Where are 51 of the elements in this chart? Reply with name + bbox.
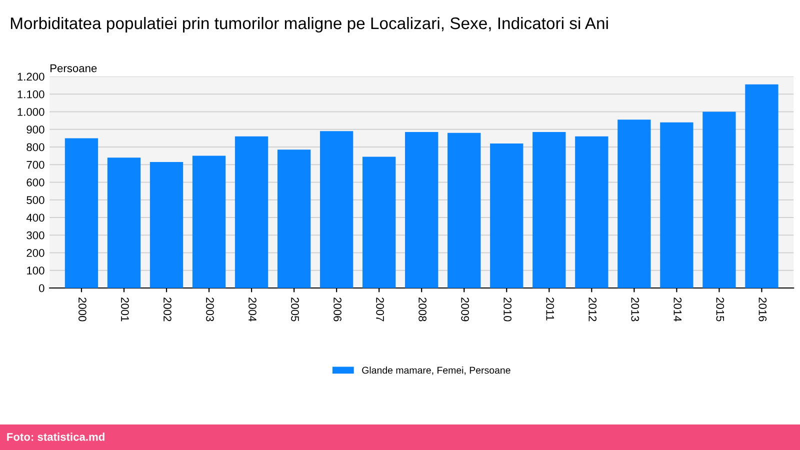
- y-tick-label: 1.100: [18, 90, 44, 98]
- y-tick-label: 500: [26, 196, 44, 204]
- bar: [192, 156, 226, 288]
- chart-title: Morbiditatea populatiei prin tumorilor maligne pe Localizari, Sexe, Indicatori si Ani: [10, 16, 608, 33]
- bar: [64, 138, 98, 288]
- bar: [702, 112, 736, 288]
- bar: [320, 131, 354, 288]
- x-tick-label: 2010: [504, 298, 512, 322]
- y-tick-label: 600: [26, 178, 44, 186]
- bar: [745, 84, 778, 288]
- y-tick-label: 300: [26, 231, 44, 240]
- bar: [660, 122, 694, 288]
- x-tick-label: 2007: [376, 298, 384, 322]
- bar: [107, 158, 141, 288]
- legend-label: Glande mamare, Femei, Persoane: [362, 366, 510, 375]
- x-tick-label: 2005: [291, 298, 299, 322]
- y-tick-label: 1.000: [18, 108, 44, 116]
- y-tick-label: 1.200: [18, 72, 44, 81]
- text: Foto: statistica.md: [7, 432, 104, 441]
- x-tick-label: 2009: [461, 298, 469, 322]
- x-tick-label: 2000: [78, 298, 86, 322]
- x-tick-label: 2016: [758, 298, 767, 322]
- x-tick-label: 2008: [418, 298, 426, 322]
- y-tick-label: 700: [26, 160, 44, 169]
- bar: [362, 156, 396, 288]
- x-tick-label: 2003: [206, 298, 214, 322]
- y-tick-label: 800: [26, 143, 44, 152]
- bar: [575, 136, 608, 288]
- x-tick-label: 2015: [716, 298, 724, 322]
- bar: [405, 132, 438, 288]
- x-tick-label: 2004: [248, 298, 256, 322]
- x-tick-label: 2011: [546, 298, 554, 320]
- bar: [234, 136, 268, 288]
- bar: [490, 143, 524, 288]
- bar: [532, 132, 566, 288]
- x-tick-label: 2013: [631, 298, 640, 322]
- y-axis-title: Persoane: [50, 64, 97, 72]
- y-tick-label: 900: [26, 126, 44, 134]
- y-tick-label: 400: [26, 214, 44, 222]
- bar: [150, 162, 184, 288]
- bar: [277, 150, 311, 288]
- bar: [448, 132, 481, 288]
- y-tick-label: 0: [38, 284, 44, 292]
- x-tick-label: 2012: [588, 298, 597, 322]
- y-tick-label: 200: [26, 249, 44, 257]
- y-tick-label: 100: [27, 266, 44, 275]
- x-tick-label: 2006: [334, 298, 342, 322]
- x-tick-label: 2001: [121, 298, 129, 322]
- x-tick-label: 2002: [164, 298, 172, 322]
- bar: [618, 120, 651, 288]
- x-tick-label: 2014: [674, 298, 682, 322]
